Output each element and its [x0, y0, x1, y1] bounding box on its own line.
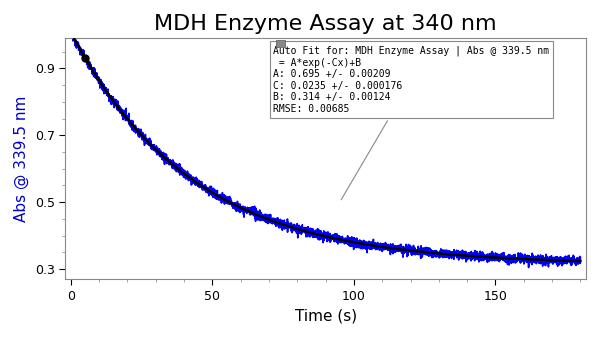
X-axis label: Time (s): Time (s)	[295, 308, 356, 323]
Bar	[276, 40, 286, 47]
Title: MDH Enzyme Assay at 340 nm: MDH Enzyme Assay at 340 nm	[154, 14, 497, 34]
Y-axis label: Abs @ 339.5 nm: Abs @ 339.5 nm	[14, 95, 29, 222]
Text: Auto Fit for: MDH Enzyme Assay | Abs @ 339.5 nm
 = A*exp(-Cx)+B
A: 0.695 +/- 0.0: Auto Fit for: MDH Enzyme Assay | Abs @ 3…	[274, 45, 550, 200]
